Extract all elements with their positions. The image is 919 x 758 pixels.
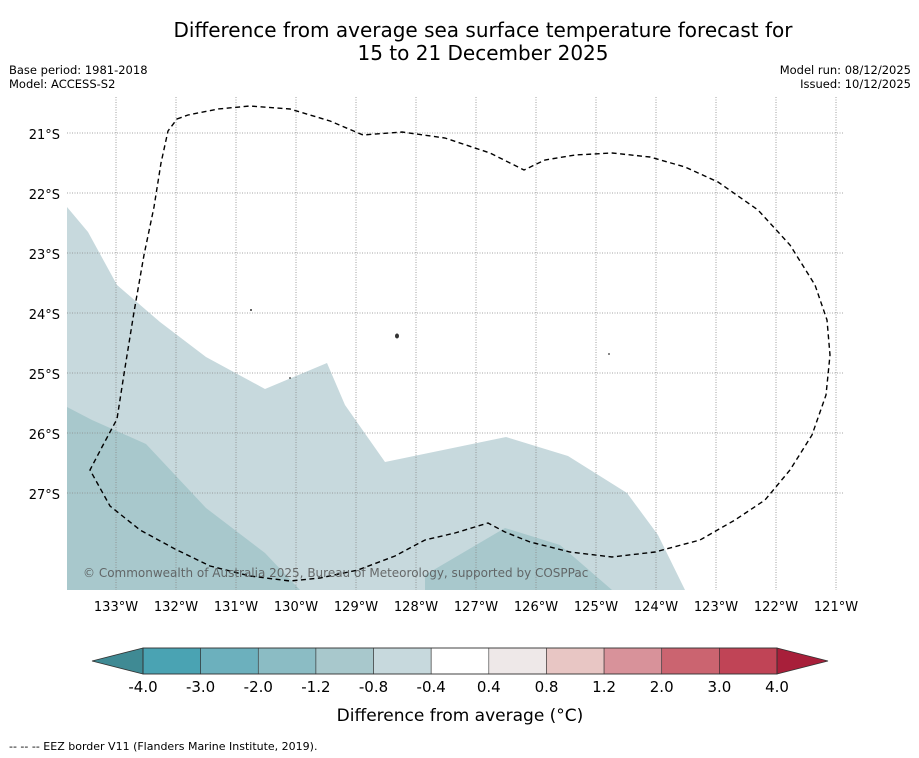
- colorbar-tick-label: -4.0: [128, 678, 157, 696]
- colorbar-tick-label: 0.4: [477, 678, 501, 696]
- lon-label: 131°W: [214, 600, 258, 615]
- copyright-notice: © Commonwealth of Australia 2025, Bureau…: [83, 566, 588, 580]
- anomaly-region-light: [67, 207, 685, 590]
- model-name: Model: ACCESS-S2: [9, 77, 116, 91]
- map-panel: 21°S 22°S 23°S 24°S 25°S 26°S 27°S 133°W…: [29, 97, 858, 615]
- meta-right: Model run: 08/12/2025 Issued: 10/12/2025: [780, 63, 911, 91]
- colorbar-cell: [661, 647, 720, 675]
- lat-label: 27°S: [29, 488, 60, 503]
- lat-label: 23°S: [29, 248, 60, 263]
- lon-label: 128°W: [394, 600, 438, 615]
- colorbar-tick-label: 3.0: [707, 678, 731, 696]
- lon-label: 129°W: [334, 600, 378, 615]
- colorbar-cell: [315, 647, 374, 675]
- lon-label: 121°W: [814, 600, 858, 615]
- lon-label: 133°W: [94, 600, 138, 615]
- lon-label: 123°W: [694, 600, 738, 615]
- lat-label: 22°S: [29, 188, 60, 203]
- colorbar-tick-label: -2.0: [244, 678, 273, 696]
- island-3: [608, 353, 610, 355]
- colorbar-low-extend: [91, 647, 144, 675]
- colorbar-cell: [373, 647, 432, 675]
- lon-label: 126°W: [514, 600, 558, 615]
- colorbar-high-extend: [776, 647, 829, 675]
- colorbar-label: Difference from average (°C): [337, 706, 584, 726]
- latitude-labels: 21°S 22°S 23°S 24°S 25°S 26°S 27°S: [29, 128, 60, 503]
- title-line-2: 15 to 21 December 2025: [357, 41, 609, 65]
- islands: [250, 309, 610, 379]
- island-1: [250, 309, 252, 311]
- lat-label: 25°S: [29, 368, 60, 383]
- issued-date: Issued: 10/12/2025: [800, 77, 911, 91]
- anomaly-region-medium-2: [425, 528, 612, 590]
- colorbar-cells: [142, 647, 778, 675]
- meta-left: Base period: 1981-2018 Model: ACCESS-S2: [9, 63, 148, 91]
- colorbar-cell: [488, 647, 547, 675]
- lon-label: 125°W: [574, 600, 618, 615]
- colorbar-cell: [546, 647, 605, 675]
- lon-label: 132°W: [154, 600, 198, 615]
- lat-label: 26°S: [29, 428, 60, 443]
- colorbar-cell: [719, 647, 778, 675]
- lon-label: 124°W: [634, 600, 678, 615]
- base-period: Base period: 1981-2018: [9, 63, 148, 77]
- colorbar-cell: [257, 647, 317, 675]
- title-line-1: Difference from average sea surface temp…: [173, 18, 793, 42]
- longitude-labels: 133°W 132°W 131°W 130°W 129°W 128°W 127°…: [94, 600, 858, 615]
- colorbar-tick-label: -0.8: [359, 678, 388, 696]
- colorbar-cell: [603, 647, 663, 675]
- lat-label: 24°S: [29, 308, 60, 323]
- colorbar-cell: [200, 647, 259, 675]
- colorbar-tick-label: -3.0: [186, 678, 215, 696]
- eez-border: [89, 105, 831, 582]
- colorbar-ticks: -4.0 -3.0 -2.0 -1.2 -0.8 -0.4 0.4 0.8 1.…: [128, 678, 789, 696]
- colorbar-tick-label: -1.2: [301, 678, 330, 696]
- colorbar-cell: [142, 647, 201, 675]
- colorbar-outline: [142, 647, 778, 675]
- colorbar-tick-label: 0.8: [535, 678, 559, 696]
- colorbar-tick-label: 2.0: [650, 678, 674, 696]
- lat-label: 21°S: [29, 128, 60, 143]
- gridlines: [67, 97, 843, 590]
- eez-footnote: -- -- -- EEZ border V11 (Flanders Marine…: [9, 740, 318, 753]
- colorbar-cell: [430, 647, 490, 675]
- island-2: [395, 333, 399, 339]
- colorbar-tick-label: -0.4: [417, 678, 446, 696]
- colorbar: -4.0 -3.0 -2.0 -1.2 -0.8 -0.4 0.4 0.8 1.…: [91, 647, 829, 726]
- island-4: [289, 377, 291, 379]
- chart-title: Difference from average sea surface temp…: [120, 19, 846, 65]
- lon-label: 122°W: [754, 600, 798, 615]
- model-run: Model run: 08/12/2025: [779, 63, 911, 77]
- anomaly-region-medium: [67, 407, 300, 590]
- lon-label: 127°W: [454, 600, 498, 615]
- lon-label: 130°W: [274, 600, 318, 615]
- colorbar-tick-label: 4.0: [765, 678, 789, 696]
- colorbar-tick-label: 1.2: [592, 678, 616, 696]
